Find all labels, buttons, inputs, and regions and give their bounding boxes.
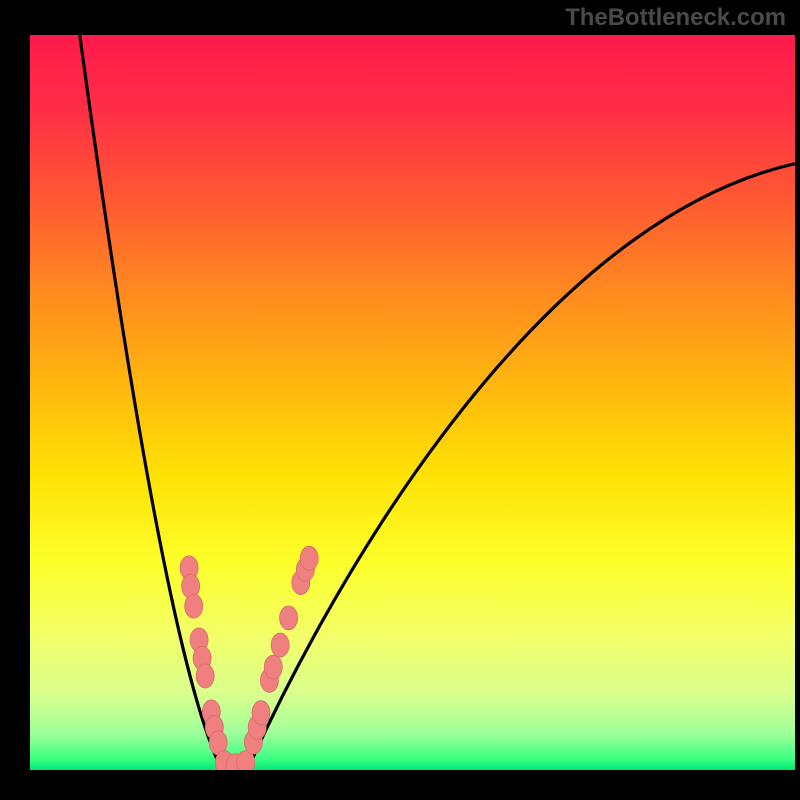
- curve-overlay: [30, 35, 795, 770]
- data-marker: [196, 664, 214, 688]
- data-marker: [300, 546, 318, 570]
- data-marker: [252, 701, 270, 725]
- curve-right: [248, 164, 795, 769]
- data-marker: [280, 606, 298, 630]
- chart-container: TheBottleneck.com: [0, 0, 800, 800]
- data-marker: [185, 594, 203, 618]
- data-marker: [271, 633, 289, 657]
- watermark-text: TheBottleneck.com: [565, 4, 786, 32]
- data-marker: [264, 655, 282, 679]
- plot-area: [30, 35, 795, 770]
